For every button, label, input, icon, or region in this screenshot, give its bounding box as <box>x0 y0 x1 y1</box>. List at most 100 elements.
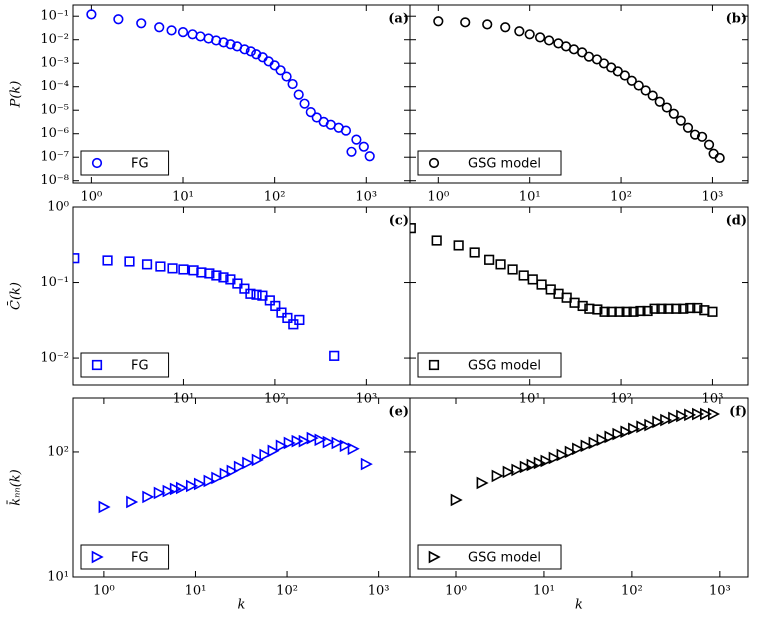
y-axis-label: k̄ₙₙ(k) <box>7 469 24 505</box>
point <box>685 302 696 314</box>
point <box>656 303 667 314</box>
point <box>282 312 293 324</box>
x-tick-label: 10² <box>610 392 632 407</box>
point <box>642 305 653 317</box>
point <box>572 442 585 456</box>
panel-label: (e) <box>388 405 409 420</box>
point <box>245 288 256 299</box>
plot-area <box>433 16 725 164</box>
point <box>689 129 701 140</box>
point <box>514 26 525 37</box>
point <box>518 270 529 281</box>
point <box>269 60 280 71</box>
point <box>684 408 697 422</box>
y-tick-label: 10⁻² <box>40 32 69 47</box>
point <box>232 278 243 289</box>
point <box>242 456 255 470</box>
point <box>491 469 504 483</box>
point <box>193 477 206 491</box>
y-tick-label: 10² <box>47 444 69 459</box>
x-tick-label: 10¹ <box>533 584 555 599</box>
legend-label: GSG model <box>468 157 541 172</box>
point <box>166 25 177 36</box>
point <box>654 96 665 107</box>
point <box>431 235 442 246</box>
panel-label: (f) <box>729 405 747 420</box>
point <box>245 46 256 57</box>
y-axis-label: C̄(k) <box>7 282 23 310</box>
point <box>652 415 665 429</box>
point <box>526 458 539 472</box>
point <box>668 411 681 425</box>
point <box>533 456 546 470</box>
point <box>142 490 155 504</box>
y-tick-label: 10⁻⁸ <box>40 173 69 188</box>
y-tick-label: 10⁻³ <box>40 56 69 71</box>
y-tick-label: 10⁰ <box>47 200 69 215</box>
point <box>155 261 166 272</box>
point <box>233 460 246 474</box>
point <box>251 289 262 300</box>
legend-label: FG <box>131 157 149 172</box>
x-tick-label: 10³ <box>702 392 724 407</box>
point <box>564 445 577 459</box>
point <box>588 436 601 450</box>
point <box>178 264 189 275</box>
point <box>239 44 250 55</box>
point <box>86 9 97 20</box>
point <box>195 31 206 42</box>
panel-label: (d) <box>726 214 747 229</box>
legend-marker <box>428 359 440 371</box>
point <box>580 439 593 453</box>
x-tick-label: 10² <box>621 584 643 599</box>
point <box>450 493 463 507</box>
x-tick-label: 10² <box>276 584 298 599</box>
panel-label: (c) <box>389 214 409 229</box>
point <box>640 85 651 96</box>
point <box>360 457 373 471</box>
point <box>592 304 603 315</box>
point <box>211 35 222 46</box>
legend-marker <box>428 550 441 564</box>
point <box>700 407 713 421</box>
x-tick-label: 10² <box>264 392 286 407</box>
point <box>703 139 715 150</box>
point <box>276 307 287 318</box>
point <box>620 425 633 439</box>
point <box>351 134 362 145</box>
point <box>708 407 721 421</box>
point <box>614 306 625 317</box>
legend-marker <box>91 157 103 169</box>
legend-label: GSG model <box>468 359 541 374</box>
legend-box <box>80 150 170 176</box>
legend-box <box>417 150 562 176</box>
point <box>633 80 644 91</box>
y-tick-label: 10⁻⁵ <box>40 103 69 118</box>
point <box>294 314 305 326</box>
point <box>251 49 262 60</box>
x-axis-label: k <box>575 598 583 613</box>
point <box>692 407 705 421</box>
legend-label: FG <box>131 359 149 374</box>
point <box>73 253 80 264</box>
point <box>619 70 630 81</box>
legend-box <box>80 544 170 570</box>
y-tick-label: 10⁻² <box>40 351 69 366</box>
point <box>678 303 689 314</box>
point <box>628 306 639 317</box>
legend-marker <box>91 550 104 564</box>
point <box>484 254 495 265</box>
point <box>340 125 352 136</box>
point <box>259 448 272 462</box>
x-tick-label: 10¹ <box>172 190 194 205</box>
point <box>267 444 280 458</box>
point <box>305 107 316 118</box>
point <box>346 146 357 157</box>
x-tick-label: 10² <box>610 190 632 205</box>
x-axis-label: k <box>238 598 246 613</box>
point <box>500 22 511 33</box>
point <box>604 430 617 444</box>
x-tick-label: 10⁰ <box>445 584 467 599</box>
point <box>556 448 569 462</box>
point <box>98 500 111 514</box>
